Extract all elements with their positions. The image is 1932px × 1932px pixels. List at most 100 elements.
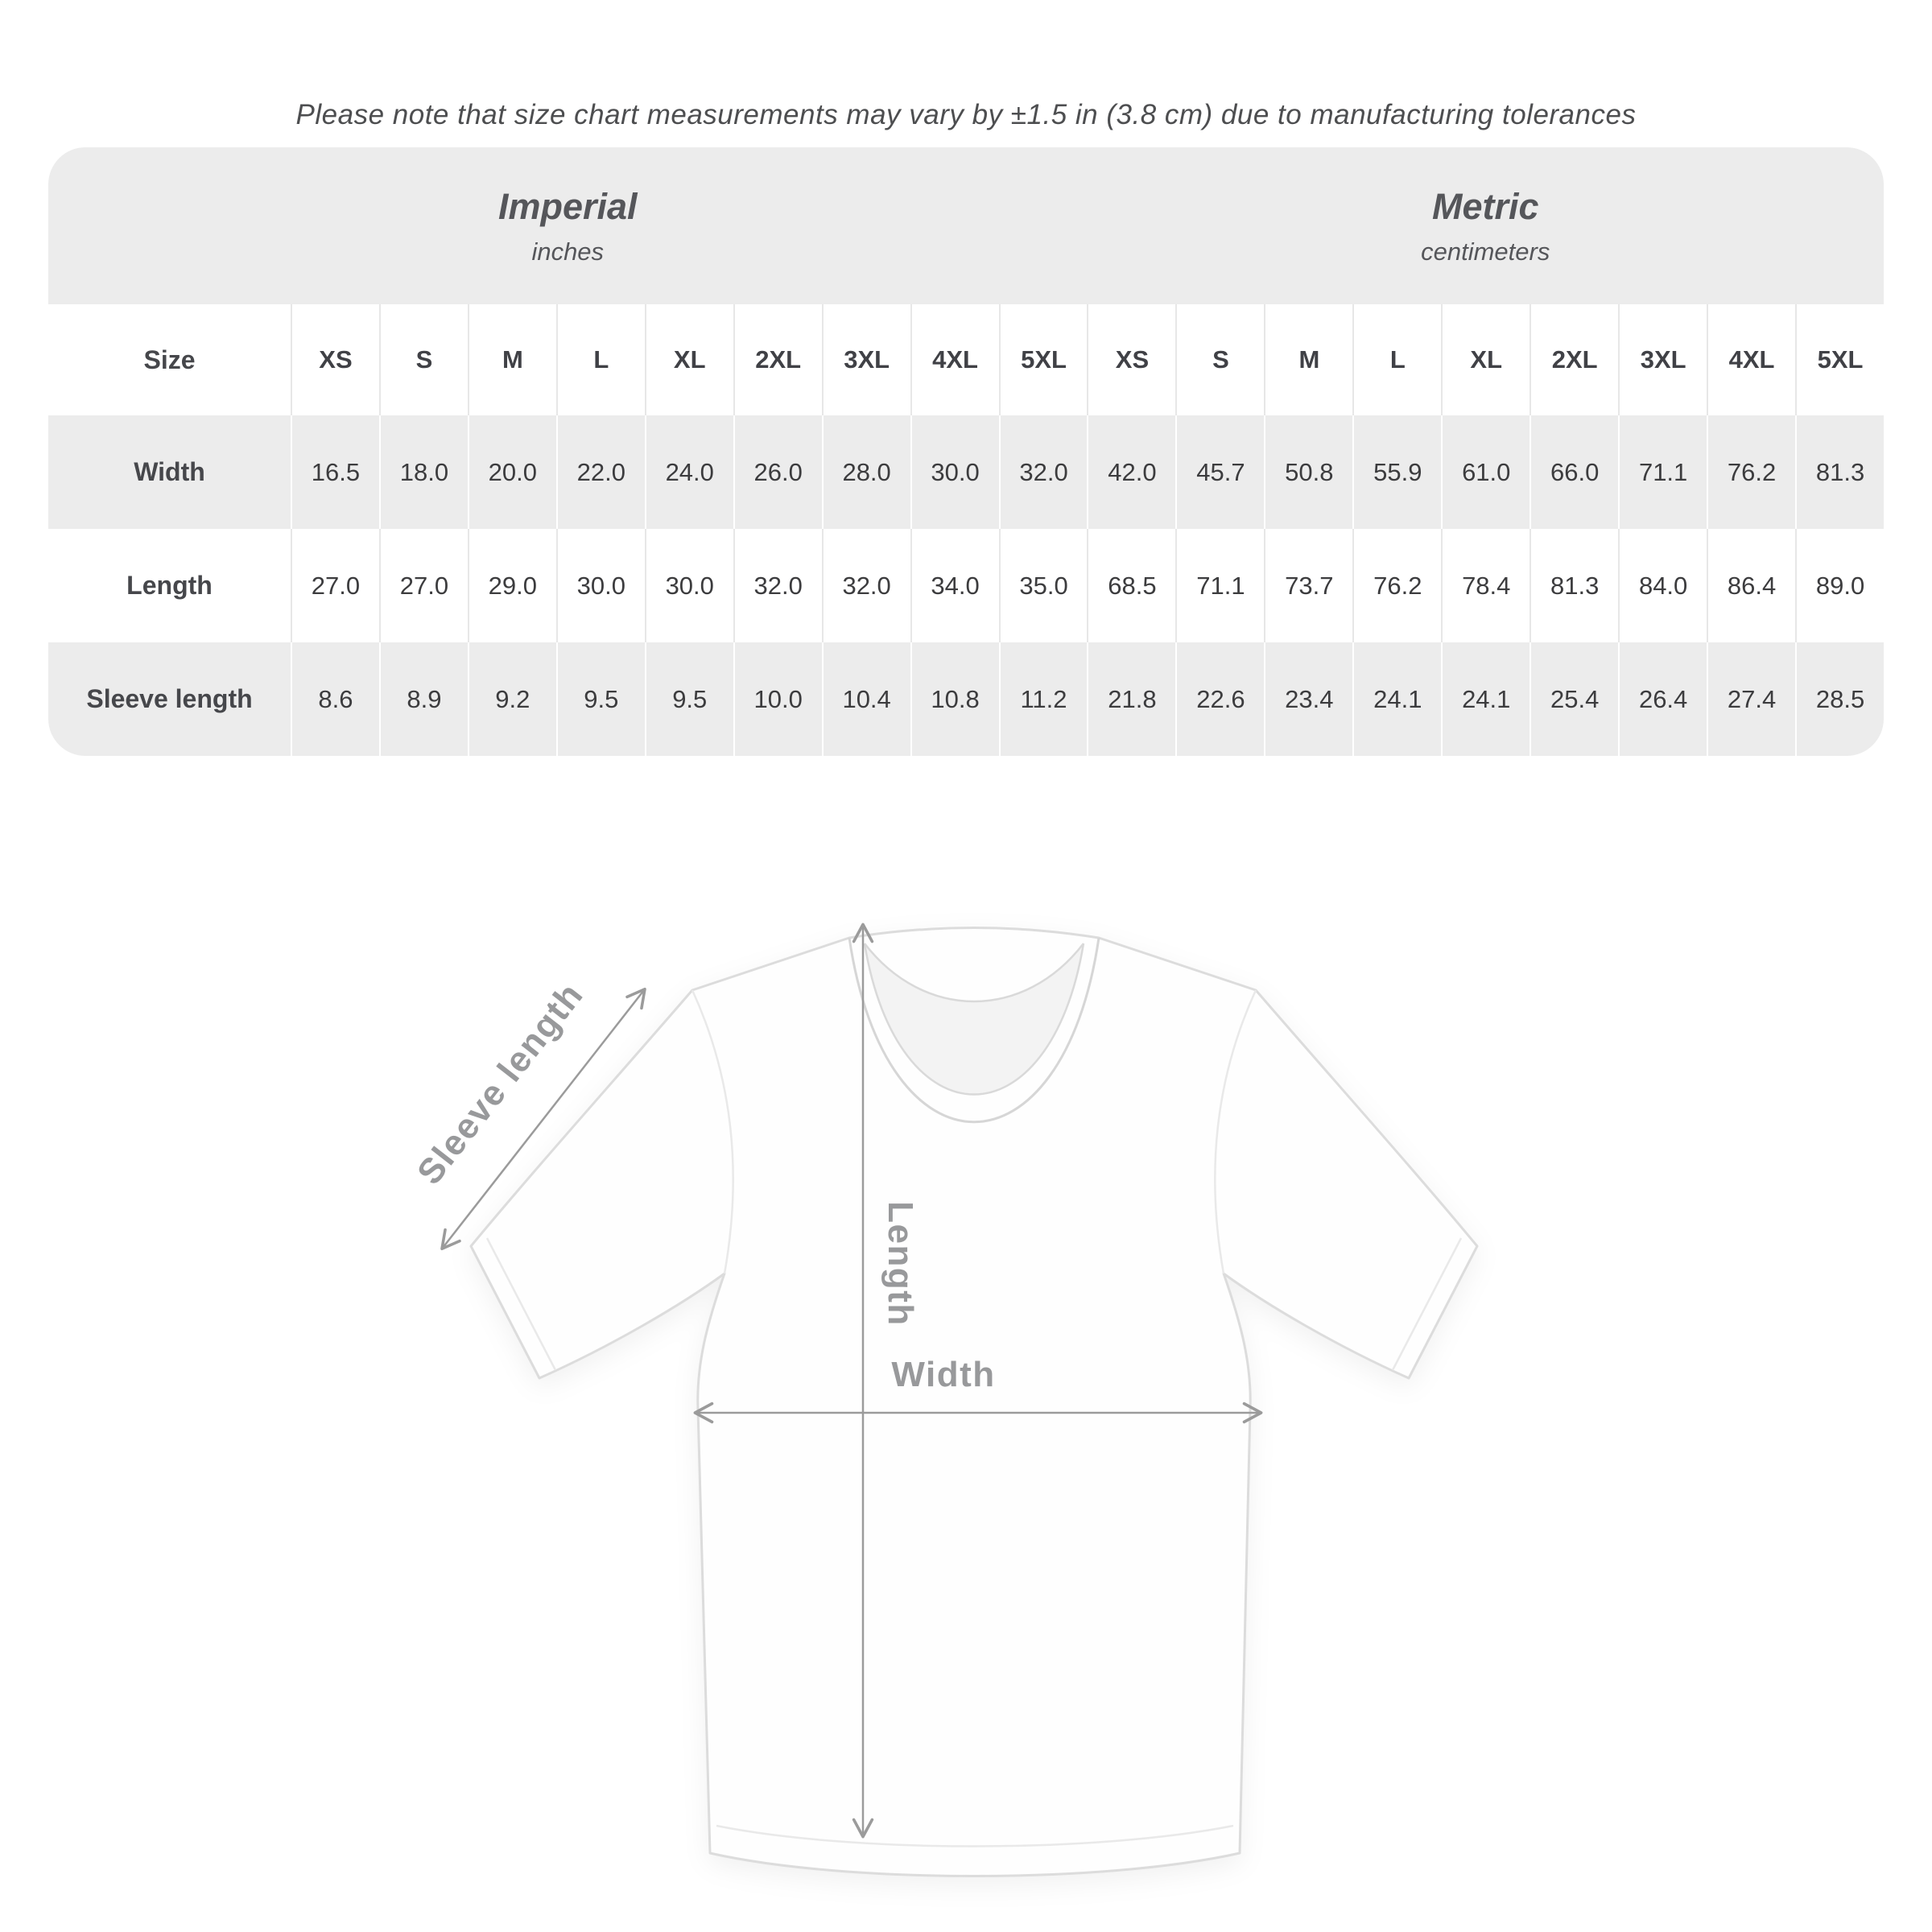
measurement-value-imperial: 11.2 bbox=[998, 642, 1088, 756]
left-cuff-seam bbox=[485, 1237, 557, 1371]
metric-title: Metric bbox=[1431, 185, 1539, 227]
measurement-value-metric: 89.0 bbox=[1795, 529, 1884, 642]
measurement-value-imperial: 8.9 bbox=[378, 642, 468, 756]
measurement-value-metric: 27.4 bbox=[1707, 642, 1795, 756]
size-header-imperial-xs: XS bbox=[291, 304, 379, 415]
measurement-value-metric: 71.1 bbox=[1618, 415, 1707, 529]
row-label: Sleeve length bbox=[86, 684, 253, 713]
measurement-value-metric: 55.9 bbox=[1352, 415, 1441, 529]
measurement-value-imperial: 10.8 bbox=[910, 642, 999, 756]
collar-inner-rim bbox=[863, 943, 1085, 1096]
size-header-metric-l: L bbox=[1352, 304, 1441, 415]
measurement-value-metric: 26.4 bbox=[1618, 642, 1707, 756]
tshirt-illustration bbox=[469, 927, 1479, 1877]
size-header-metric-xs: XS bbox=[1087, 304, 1175, 415]
measurement-value-metric: 25.4 bbox=[1530, 642, 1618, 756]
size-header-imperial-2xl: 2XL bbox=[733, 304, 822, 415]
measurement-value-imperial: 29.0 bbox=[467, 529, 556, 642]
measurement-value-imperial: 34.0 bbox=[910, 529, 999, 642]
measurement-value-metric: 66.0 bbox=[1530, 415, 1618, 529]
measurement-value-metric: 50.8 bbox=[1264, 415, 1352, 529]
measurement-value-metric: 81.3 bbox=[1795, 415, 1884, 529]
size-header-imperial-4xl: 4XL bbox=[910, 304, 999, 415]
measurement-value-metric: 23.4 bbox=[1264, 642, 1352, 756]
measurement-value-imperial: 30.0 bbox=[910, 415, 999, 529]
measurement-value-imperial: 9.2 bbox=[467, 642, 556, 756]
measurement-value-metric: 68.5 bbox=[1087, 529, 1175, 642]
measurement-value-metric: 73.7 bbox=[1264, 529, 1352, 642]
measurement-value-imperial: 26.0 bbox=[733, 415, 822, 529]
hem-stitch-line bbox=[716, 1824, 1234, 1847]
measurement-value-metric: 45.7 bbox=[1175, 415, 1264, 529]
collar-back-line bbox=[864, 943, 1084, 1003]
measurement-value-imperial: 30.0 bbox=[555, 529, 645, 642]
collar-opening-shade bbox=[865, 943, 1084, 1095]
size-header-metric-xl: XL bbox=[1441, 304, 1530, 415]
measurement-value-metric: 84.0 bbox=[1618, 529, 1707, 642]
sleeve-length-arrow bbox=[440, 987, 646, 1251]
measurement-value-imperial: 32.0 bbox=[998, 415, 1088, 529]
right-cuff-seam bbox=[1391, 1237, 1463, 1371]
measurement-value-imperial: 24.0 bbox=[644, 415, 733, 529]
measurement-value-imperial: 8.6 bbox=[291, 642, 379, 756]
size-header-imperial-s: S bbox=[378, 304, 468, 415]
measurement-arrows bbox=[440, 923, 1263, 1839]
measurement-value-metric: 78.4 bbox=[1441, 529, 1530, 642]
size-header-imperial-m: M bbox=[467, 304, 556, 415]
row-label: Length bbox=[126, 571, 213, 600]
measurement-value-imperial: 20.0 bbox=[467, 415, 556, 529]
unit-header-imperial: Imperial inches bbox=[48, 147, 1088, 304]
measurement-value-metric: 24.1 bbox=[1441, 642, 1530, 756]
row-label: Width bbox=[134, 457, 205, 486]
measurement-value-metric: 86.4 bbox=[1707, 529, 1795, 642]
size-table-body: Width 16.5 18.0 20.0 22.0 24.0 26.0 28.0 30.0 32.… bbox=[48, 415, 1884, 756]
measurement-row-width: Width 16.5 18.0 20.0 22.0 24.0 26.0 28.0 30.0 32.… bbox=[48, 415, 1884, 529]
unit-header-metric: Metric centimeters bbox=[1088, 147, 1885, 304]
measurement-value-metric: 24.1 bbox=[1352, 642, 1441, 756]
measurement-value-imperial: 32.0 bbox=[733, 529, 822, 642]
left-armhole-seam bbox=[691, 989, 734, 1274]
tshirt-diagram-svg: Sleeve length Length Width bbox=[410, 923, 1479, 1877]
measurement-value-imperial: 32.0 bbox=[821, 529, 910, 642]
imperial-title: Imperial bbox=[497, 185, 638, 227]
measurement-value-metric: 71.1 bbox=[1175, 529, 1264, 642]
size-header-imperial-5xl: 5XL bbox=[998, 304, 1088, 415]
measurement-value-imperial: 35.0 bbox=[998, 529, 1088, 642]
size-header-imperial-l: L bbox=[555, 304, 645, 415]
size-header-row: Size XS S M L XL 2XL 3XL 4XL 5XL XS S M L XL 2XL 3XL 4XL 5… bbox=[48, 304, 1884, 415]
measurement-row-length: Length 27.0 27.0 29.0 30.0 30.0 32.0 32.0 34.0 35… bbox=[48, 529, 1884, 642]
size-header-imperial-3xl: 3XL bbox=[821, 304, 910, 415]
measurement-value-imperial: 10.4 bbox=[821, 642, 910, 756]
measurement-value-metric: 21.8 bbox=[1087, 642, 1175, 756]
measurement-row-sleeve-length: Sleeve length 8.6 8.9 9.2 9.5 9.5 10.0 10.4 10.8… bbox=[48, 642, 1884, 756]
measurement-value-imperial: 28.0 bbox=[821, 415, 910, 529]
size-header-metric-5xl: 5XL bbox=[1795, 304, 1884, 415]
length-label: Length bbox=[881, 1201, 920, 1327]
size-header-metric-s: S bbox=[1175, 304, 1264, 415]
measurement-value-metric: 28.5 bbox=[1795, 642, 1884, 756]
measurement-value-imperial: 9.5 bbox=[644, 642, 733, 756]
size-table: Imperial inches Metric centimeters Size X… bbox=[48, 147, 1884, 756]
measurement-value-metric: 61.0 bbox=[1441, 415, 1530, 529]
measurement-value-imperial: 27.0 bbox=[291, 529, 379, 642]
measurement-value-imperial: 16.5 bbox=[291, 415, 379, 529]
width-label: Width bbox=[891, 1355, 995, 1394]
measurement-value-imperial: 10.0 bbox=[733, 642, 822, 756]
measurement-value-metric: 22.6 bbox=[1175, 642, 1264, 756]
size-column-header: Size bbox=[143, 345, 196, 374]
tolerance-note: Please note that size chart measurements… bbox=[295, 99, 1637, 130]
size-header-metric-m: M bbox=[1264, 304, 1352, 415]
measurement-value-metric: 76.2 bbox=[1707, 415, 1795, 529]
size-header-imperial-xl: XL bbox=[644, 304, 733, 415]
measurement-value-imperial: 22.0 bbox=[555, 415, 645, 529]
imperial-subtitle: inches bbox=[531, 237, 605, 266]
measurement-value-metric: 76.2 bbox=[1352, 529, 1441, 642]
size-header-metric-2xl: 2XL bbox=[1530, 304, 1618, 415]
measurement-value-metric: 42.0 bbox=[1087, 415, 1175, 529]
measurement-value-metric: 81.3 bbox=[1530, 529, 1618, 642]
tshirt-outline bbox=[469, 927, 1479, 1877]
measurement-value-imperial: 9.5 bbox=[555, 642, 645, 756]
unit-header-band: Imperial inches Metric centimeters bbox=[48, 147, 1884, 304]
measurement-value-imperial: 27.0 bbox=[378, 529, 468, 642]
